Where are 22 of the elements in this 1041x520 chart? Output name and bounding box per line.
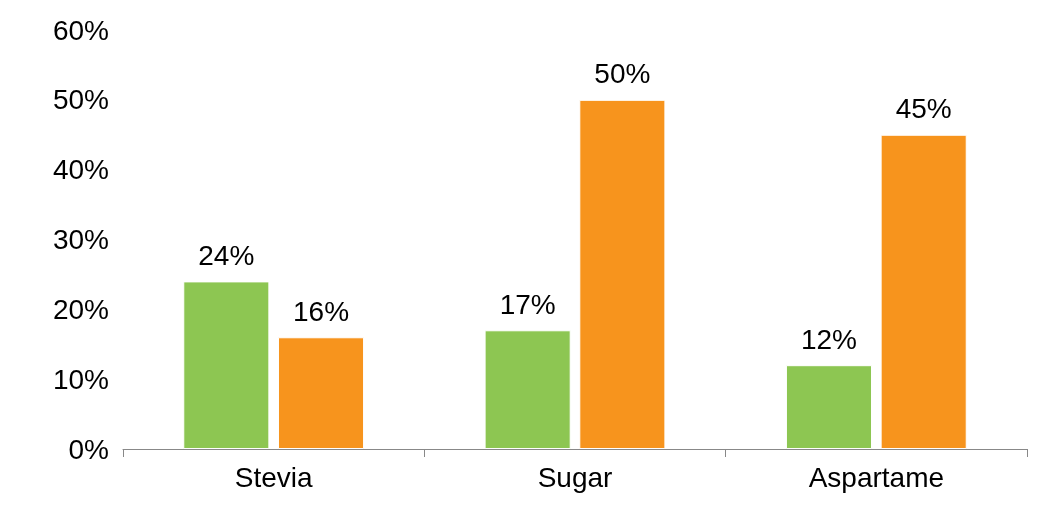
bar [785,365,873,449]
bar [880,134,967,449]
y-tick-label: 40% [52,154,109,186]
data-label: 17% [499,288,556,320]
bar [579,99,666,449]
bar [183,281,270,449]
bar [484,330,571,449]
y-tick-label: 60% [52,14,109,46]
x-tick-label: Stevia [234,461,313,493]
bar [277,337,365,449]
data-label: 12% [800,323,857,355]
y-tick-label: 30% [52,224,109,255]
x-tick-label: Sugar [537,461,613,493]
data-label: 45% [895,93,952,125]
y-tick-label: 10% [52,363,109,395]
data-label: 16% [293,295,350,327]
y-tick-label: 0% [68,433,109,465]
data-label: 24% [198,239,255,271]
y-tick-label: 50% [52,84,109,116]
y-tick-label: 20% [52,293,109,325]
x-tick-label: Aspartame [808,461,945,493]
data-label: 50% [594,58,651,90]
